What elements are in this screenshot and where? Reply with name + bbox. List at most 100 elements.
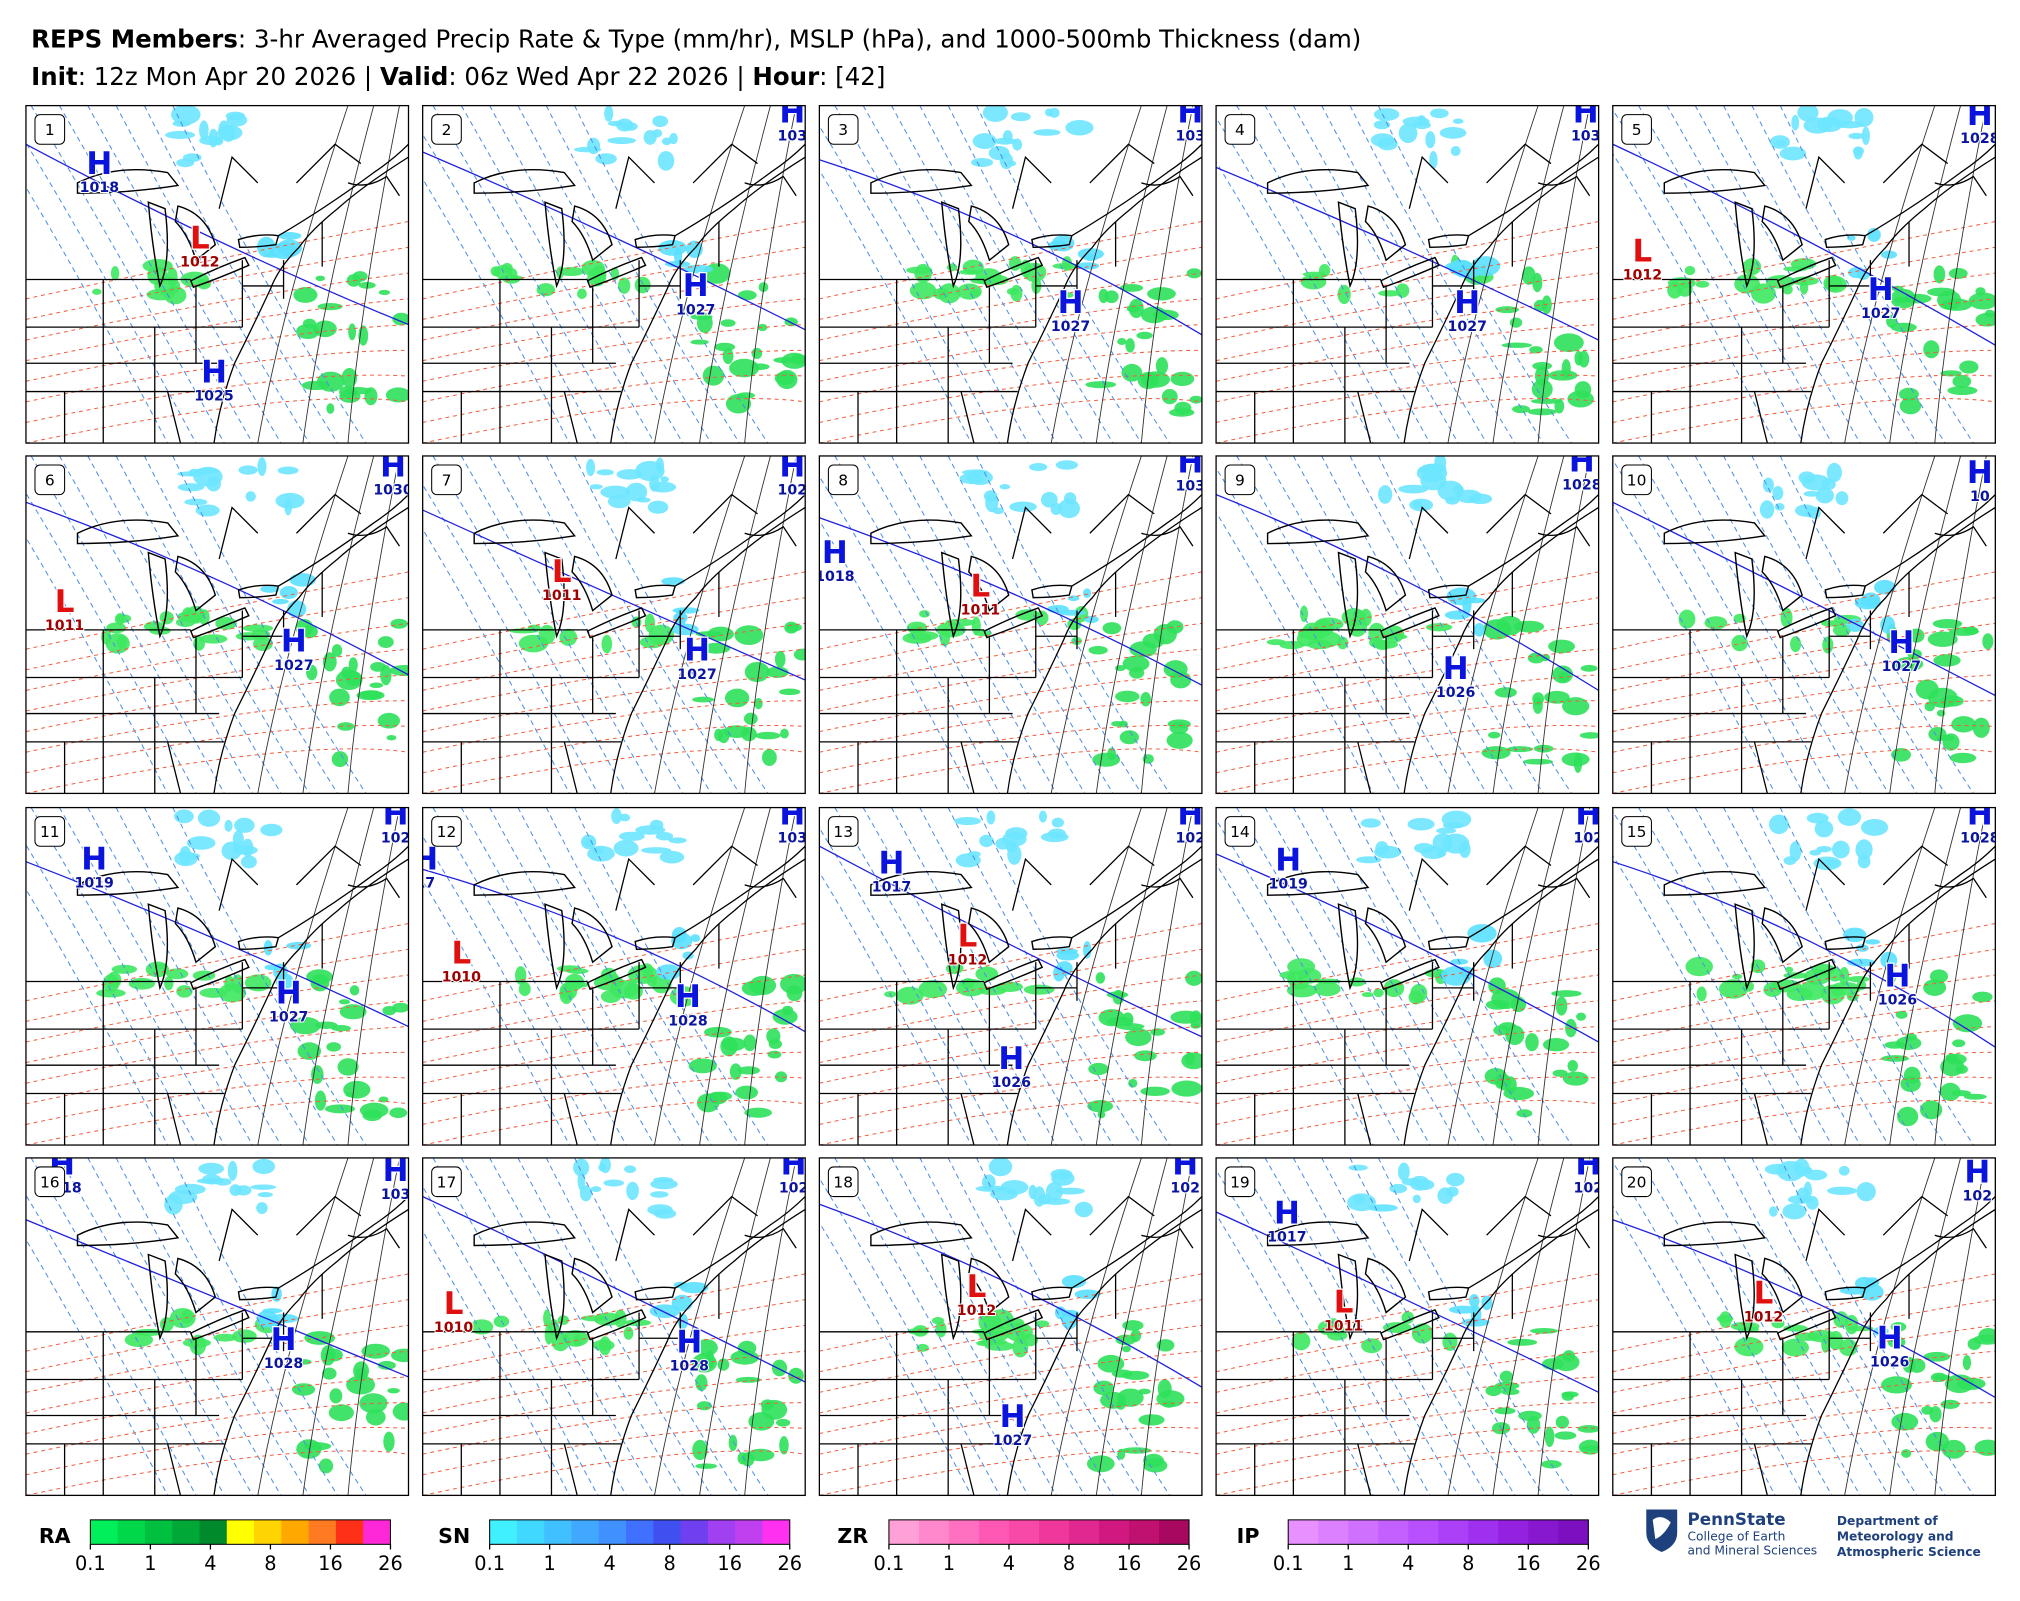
isobar: [257, 1157, 349, 1496]
thickness-cold: [545, 455, 740, 794]
precip-area: [1852, 146, 1864, 156]
precip-area: [536, 283, 556, 297]
thickness-cold: [947, 807, 1142, 1146]
precip-area: [1860, 818, 1889, 836]
thickness-warm: [1612, 1273, 1996, 1352]
precip-area: [156, 963, 168, 970]
legend-tick-label: 16: [1117, 1552, 1142, 1575]
border: [692, 845, 758, 886]
pressure-center-letter: H: [380, 449, 406, 485]
thickness-cold: [819, 1177, 1001, 1496]
border: [1882, 143, 1949, 184]
precip-area: [1529, 346, 1543, 354]
precip-area: [748, 1412, 775, 1431]
precip-area: [1855, 944, 1869, 952]
border: [563, 391, 578, 444]
border: [1486, 143, 1552, 184]
precip-area: [1555, 1415, 1570, 1429]
precip-area: [286, 941, 312, 950]
thickness-warm: [1216, 1000, 1599, 1064]
thickness-cold: [422, 133, 599, 444]
precip-area: [1685, 956, 1713, 977]
isobar: [1537, 105, 1591, 444]
precip-area: [1900, 1075, 1921, 1092]
precip-area: [919, 610, 930, 618]
border: [1089, 493, 1155, 534]
pressure-center-letter: L: [1334, 1284, 1354, 1320]
precip-area: [1975, 312, 1996, 327]
precip-area: [1185, 970, 1202, 986]
thickness-warm: [422, 1273, 806, 1352]
precip-area: [1121, 1345, 1131, 1353]
thickness-warm: [422, 1402, 806, 1455]
precip-area: [635, 460, 665, 481]
precip-area: [1055, 460, 1078, 470]
legend-swatch: [1288, 1519, 1319, 1545]
thickness-cold: [834, 105, 1029, 444]
logo-department: Meteorology and: [1837, 1529, 1954, 1543]
precip-area: [624, 1165, 637, 1173]
coastline: [1031, 584, 1073, 599]
precip-area: [1138, 1414, 1165, 1426]
thickness-warm: [25, 648, 409, 712]
thickness-cold: [1321, 807, 1516, 1146]
thickness-warm: [25, 398, 409, 444]
thickness-warm: [1216, 700, 1599, 753]
panel-frame: [422, 104, 806, 444]
precip-area: [253, 636, 273, 651]
thickness-warm: [1216, 974, 1599, 1043]
precip-area: [580, 834, 597, 850]
coastline: [1663, 519, 1767, 545]
precip-area: [1058, 498, 1080, 519]
legend-swatch: [1408, 1519, 1439, 1545]
precip-area: [110, 265, 120, 281]
precip-area: [1772, 486, 1784, 501]
precip-area: [1925, 1431, 1950, 1452]
isobar: [302, 1157, 375, 1496]
precip-area: [1155, 357, 1169, 375]
thickness-cold: [143, 807, 339, 1146]
isobar: [1889, 105, 1961, 444]
pressure-center-letter: H: [1575, 796, 1601, 832]
precip-area: [1923, 1351, 1950, 1362]
thickness-cold: [574, 105, 769, 444]
coastline: [940, 1253, 962, 1341]
thickness-warm: [25, 1324, 409, 1393]
precip-area: [1803, 490, 1820, 497]
precip-area: [1494, 1407, 1516, 1415]
precip-area: [1115, 690, 1140, 703]
panel-number: 17: [437, 1174, 457, 1192]
thickness-warm: [1216, 1324, 1599, 1393]
legend-tick-label: 0.1: [874, 1552, 905, 1575]
thickness-warm: [25, 1051, 409, 1105]
pressure-center-value: 1027: [677, 667, 716, 683]
thickness-warm: [1612, 1450, 1996, 1496]
precip-area: [331, 644, 343, 657]
thickness-cold: [919, 455, 1114, 794]
precip-area: [896, 986, 924, 1005]
pressure-center-value: 1019: [1269, 877, 1308, 893]
precip-area: [661, 137, 672, 146]
precip-area: [1856, 1182, 1876, 1202]
precip-area: [1116, 1023, 1145, 1031]
legend-swatch: [489, 1519, 518, 1545]
panel-number-box: [431, 114, 462, 145]
precip-area: [260, 585, 280, 593]
border: [1089, 1195, 1155, 1236]
precip-area: [1548, 639, 1575, 654]
precip-area: [1121, 1370, 1150, 1380]
precip-area: [1395, 283, 1410, 298]
precip-area: [1300, 605, 1309, 623]
precip-area: [1891, 1412, 1919, 1431]
thickness-cold: [422, 528, 570, 794]
thickness-warm: [1612, 1426, 1996, 1476]
panel-frame: [1612, 1157, 1996, 1497]
precip-area: [961, 469, 989, 476]
precip-area: [1955, 1064, 1968, 1074]
border: [278, 845, 409, 939]
precip-area: [1429, 151, 1438, 170]
precip-area: [365, 1408, 386, 1426]
precip-area: [1838, 1165, 1850, 1176]
border: [218, 506, 259, 560]
